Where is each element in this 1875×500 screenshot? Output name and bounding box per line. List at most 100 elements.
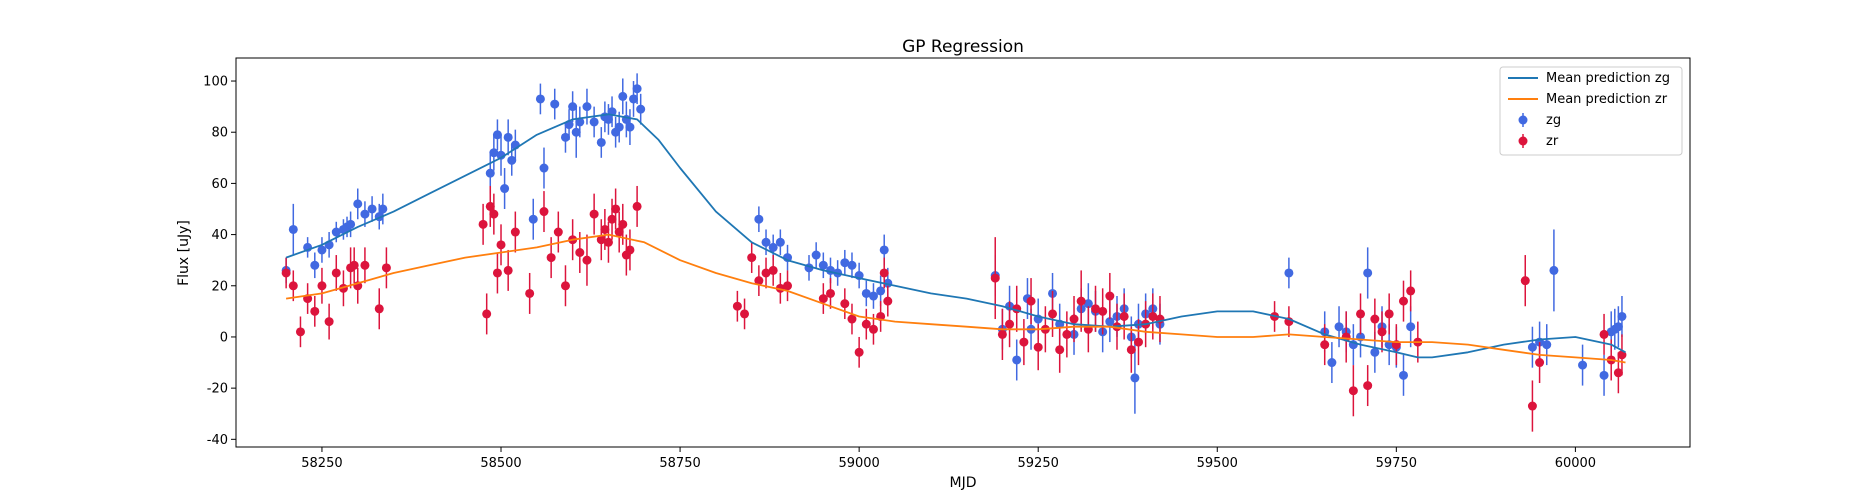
- legend-point: [1518, 115, 1528, 125]
- data-point-zg: [1617, 311, 1627, 321]
- data-point-zr: [1406, 286, 1416, 296]
- data-point-zg: [1613, 322, 1623, 332]
- data-point-zr: [360, 260, 370, 270]
- data-point-zg: [1542, 340, 1552, 350]
- data-point-zr: [553, 227, 563, 237]
- legend-box: [1499, 66, 1683, 156]
- x-tick-label: 58750: [659, 456, 700, 471]
- data-point-zr: [768, 265, 778, 275]
- data-point-zr: [1535, 358, 1545, 368]
- legend-zr-line-label: Mean prediction zr: [1546, 92, 1668, 107]
- x-tick-label: 59500: [1197, 456, 1238, 471]
- data-point-zr: [990, 273, 1000, 283]
- data-point-zr: [1363, 381, 1373, 391]
- data-point-zr: [607, 214, 617, 224]
- data-point-zg: [575, 117, 585, 127]
- data-point-zg: [761, 237, 771, 247]
- data-point-zr: [1091, 304, 1101, 314]
- data-point-zr: [295, 327, 305, 337]
- data-point-zr: [818, 294, 828, 304]
- y-axis-label: Flux [uJy]: [176, 220, 192, 286]
- data-point-zr: [374, 304, 384, 314]
- data-point-zr: [747, 253, 757, 263]
- data-point-zg: [1083, 299, 1093, 309]
- data-point-zr: [492, 268, 502, 278]
- mean-prediction-line-zg: [285, 113, 1626, 359]
- data-point-zg: [596, 137, 606, 147]
- data-point-zr: [575, 248, 585, 257]
- data-point-zr: [1005, 319, 1015, 329]
- data-point-zr: [840, 299, 850, 309]
- data-point-zg: [550, 99, 560, 109]
- data-point-zr: [525, 288, 535, 298]
- data-point-zr: [1026, 296, 1036, 306]
- y-tick-label: 0: [220, 330, 228, 345]
- y-tick-label: 60: [211, 177, 228, 192]
- data-point-zr: [478, 219, 488, 229]
- data-point-zr: [324, 317, 334, 327]
- data-point-zg: [500, 184, 510, 194]
- data-point-zg: [539, 163, 549, 173]
- data-point-zr: [1398, 296, 1408, 306]
- data-point-zr: [589, 209, 599, 219]
- data-point-zr: [1019, 337, 1029, 347]
- data-point-zg: [811, 250, 821, 260]
- data-point-zg: [346, 219, 356, 229]
- data-point-zg: [507, 155, 517, 165]
- data-point-zg: [632, 84, 642, 94]
- legend-zg-line-label: Mean prediction zg: [1546, 71, 1670, 86]
- data-point-zr: [825, 288, 835, 298]
- data-point-zg: [503, 132, 513, 142]
- data-point-zr: [1320, 340, 1330, 350]
- data-point-zr: [331, 268, 341, 278]
- data-point-zg: [353, 199, 363, 209]
- data-point-zr: [1105, 291, 1115, 301]
- data-point-zg: [1130, 373, 1140, 383]
- data-point-zr: [1348, 386, 1358, 396]
- data-point-zg: [1549, 265, 1559, 275]
- plot-frame: [235, 57, 1691, 448]
- data-point-zr: [281, 268, 291, 278]
- data-point-zg: [629, 94, 639, 104]
- y-tick-label: -20: [207, 382, 228, 397]
- data-point-zr: [288, 281, 298, 291]
- data-point-zr: [603, 237, 613, 247]
- data-point-zr: [510, 227, 520, 237]
- data-point-zg: [1578, 360, 1588, 370]
- data-point-zg: [1012, 355, 1022, 365]
- x-tick-label: 60000: [1555, 456, 1596, 471]
- data-point-zg: [485, 168, 495, 178]
- data-point-zr: [317, 281, 327, 291]
- x-axis-label: MJD: [950, 475, 977, 491]
- data-point-zg: [496, 150, 506, 160]
- data-point-zr: [485, 201, 495, 211]
- data-point-zr: [847, 314, 857, 324]
- data-point-zr: [1033, 342, 1043, 352]
- data-point-zr: [310, 306, 320, 316]
- data-point-zr: [732, 301, 742, 311]
- data-point-zg: [1406, 322, 1416, 332]
- data-point-zr: [1069, 314, 1079, 324]
- data-point-zr: [539, 207, 549, 217]
- data-point-zg: [1363, 268, 1373, 278]
- data-point-zr: [1384, 309, 1394, 319]
- legend-zg-points-label: zg: [1546, 113, 1561, 128]
- data-point-zg: [840, 258, 850, 268]
- data-point-zr: [503, 265, 513, 275]
- data-point-zr: [1148, 311, 1158, 321]
- data-point-zr: [883, 296, 893, 306]
- data-point-zr: [868, 324, 878, 334]
- data-point-zr: [1356, 309, 1366, 319]
- data-point-zr: [1377, 327, 1387, 337]
- data-point-zr: [761, 268, 771, 278]
- data-point-zg: [1284, 268, 1294, 278]
- data-point-zg: [528, 214, 538, 224]
- data-point-zg: [331, 227, 341, 237]
- x-tick-label: 58500: [480, 456, 521, 471]
- data-point-zr: [1520, 276, 1530, 286]
- data-point-zg: [360, 209, 370, 219]
- data-point-zg: [818, 260, 828, 270]
- axis-ticks: 58250 58500 58750 59000 59250 59500 59750 60000…: [203, 75, 1596, 471]
- data-point-zr: [861, 319, 871, 329]
- data-point-zg: [582, 102, 592, 112]
